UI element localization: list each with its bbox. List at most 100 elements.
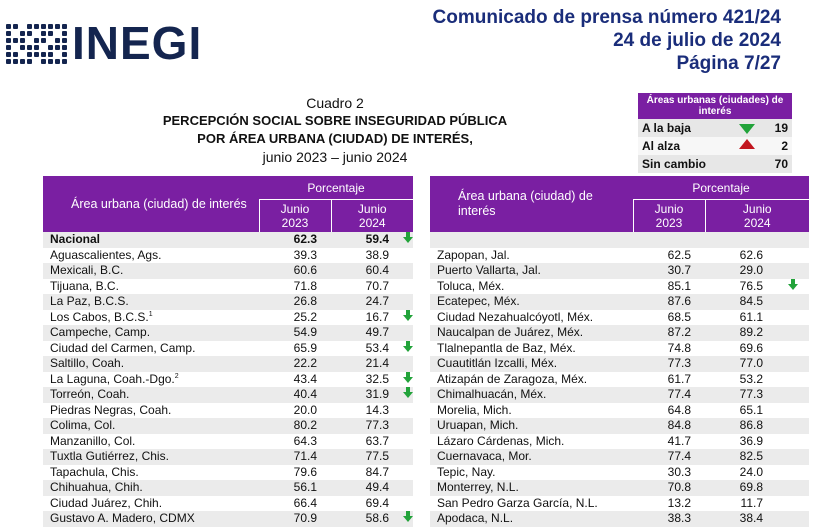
value-june-2024: 77.0	[705, 356, 777, 372]
header-area: Área urbana (ciudad) de interés	[43, 176, 259, 232]
arrow-down-icon	[403, 387, 413, 403]
page-number: Página 7/27	[676, 53, 781, 74]
value-june-2024: 58.6	[331, 511, 403, 527]
caption-period: junio 2023 – junio 2024	[262, 149, 408, 165]
trend-cell	[777, 247, 809, 263]
trend-cell	[777, 263, 809, 279]
trend-cell	[403, 247, 413, 263]
summary-icon-empty	[732, 155, 763, 173]
table-row: Gustavo A. Madero, CDMX 70.9 58.6	[43, 511, 413, 527]
trend-cell	[777, 511, 809, 527]
footnote-marker: 1	[148, 310, 153, 318]
area-name: Tepic, Nay.	[430, 464, 633, 480]
table-row: San Pedro Garza García, N.L. 13.2 11.7	[430, 495, 809, 511]
summary-label: Sin cambio	[638, 155, 733, 173]
table-row: Colima, Col. 80.2 77.3	[43, 418, 413, 434]
value-june-2024: 70.7	[331, 278, 403, 294]
table-caption: Cuadro 2 PERCEPCIÓN SOCIAL SOBRE INSEGUR…	[140, 94, 530, 166]
table-row: Monterrey, N.L. 70.8 69.8	[430, 480, 809, 496]
trend-cell	[777, 325, 809, 341]
value-june-2024: 65.1	[705, 402, 777, 418]
table-row: Ciudad Juárez, Chih. 66.4 69.4	[43, 495, 413, 511]
value-june-2023: 62.5	[633, 247, 705, 263]
area-name: Gustavo A. Madero, CDMX	[43, 511, 259, 527]
value-june-2023	[633, 232, 705, 248]
trend-cell	[777, 495, 809, 511]
summary-row-nochange: Sin cambio 70	[638, 155, 792, 173]
table-row: Tuxtla Gutiérrez, Chis. 71.4 77.5	[43, 449, 413, 465]
logo-dots-icon	[6, 24, 70, 64]
value-june-2024: 32.5	[331, 371, 403, 387]
table-row: Campeche, Camp. 54.9 49.7	[43, 325, 413, 341]
arrow-down-icon	[403, 232, 413, 248]
area-name: Torreón, Coah.	[43, 387, 259, 403]
value-june-2024: 63.7	[331, 433, 403, 449]
arrow-down-icon	[777, 278, 809, 294]
value-june-2023: 87.6	[633, 294, 705, 310]
caption-title-line2: POR ÁREA URBANA (CIUDAD) DE INTERÉS,	[197, 131, 473, 146]
value-june-2024: 24.0	[705, 464, 777, 480]
table-row: Apodaca, N.L. 38.3 38.4	[430, 511, 809, 527]
value-june-2024: 86.8	[705, 418, 777, 434]
table-row: Aguascalientes, Ags. 39.3 38.9	[43, 247, 413, 263]
trend-cell	[403, 402, 413, 418]
press-release-header: Comunicado de prensa número 421/24 24 de…	[433, 6, 781, 75]
trend-cell	[777, 433, 809, 449]
trend-cell	[403, 495, 413, 511]
header-june-2023: Junio 2023	[258, 199, 331, 232]
area-name: Manzanillo, Col.	[43, 433, 259, 449]
area-name: Tapachula, Chis.	[43, 464, 259, 480]
value-june-2023: 60.6	[259, 263, 331, 279]
value-june-2024: 38.4	[705, 511, 777, 527]
value-june-2023: 77.4	[633, 387, 705, 403]
value-june-2023: 25.2	[259, 309, 331, 325]
table-row: Toluca, Méx. 85.1 76.5	[430, 278, 809, 294]
area-name: Puerto Vallarta, Jal.	[430, 263, 633, 279]
value-june-2023: 62.3	[259, 232, 331, 248]
trend-cell	[777, 480, 809, 496]
trend-cell	[403, 356, 413, 372]
summary-value: 70	[762, 155, 792, 173]
table-row: La Laguna, Coah.-Dgo.2 43.4 32.5	[43, 371, 413, 387]
table-row: Ecatepec, Méx. 87.6 84.5	[430, 294, 809, 310]
table-row: Lázaro Cárdenas, Mich. 41.7 36.9	[430, 433, 809, 449]
table-row: Naucalpan de Juárez, Méx. 87.2 89.2	[430, 325, 809, 341]
area-name: Toluca, Méx.	[430, 278, 633, 294]
area-name: Ecatepec, Méx.	[430, 294, 633, 310]
area-name: Aguascalientes, Ags.	[43, 247, 259, 263]
value-june-2023: 30.3	[633, 464, 705, 480]
table-row: Mexicali, B.C. 60.6 60.4	[43, 263, 413, 279]
area-name: Los Cabos, B.C.S.1	[43, 309, 259, 325]
area-name: Ciudad Nezahualcóyotl, Méx.	[430, 309, 633, 325]
trend-cell	[777, 356, 809, 372]
value-june-2024: 84.7	[331, 464, 403, 480]
logo-wordmark: INEGI	[72, 17, 203, 69]
value-june-2024: 21.4	[331, 356, 403, 372]
trend-cell	[403, 464, 413, 480]
table-row: Tapachula, Chis. 79.6 84.7	[43, 464, 413, 480]
value-june-2024: 49.7	[331, 325, 403, 341]
trend-cell	[403, 263, 413, 279]
table-row: Chimalhuacán, Méx. 77.4 77.3	[430, 387, 809, 403]
table-row: Ciudad Nezahualcóyotl, Méx. 68.5 61.1	[430, 309, 809, 325]
value-june-2023: 85.1	[633, 278, 705, 294]
header-june-2023: Junio 2023	[632, 199, 705, 232]
table-row: Zapopan, Jal. 62.5 62.6	[430, 247, 809, 263]
value-june-2024: 14.3	[331, 402, 403, 418]
right-data-table: Área urbana (ciudad) de interés Porcenta…	[430, 176, 809, 527]
arrow-down-icon	[403, 511, 413, 527]
table-row: Atizapán de Zaragoza, Méx. 61.7 53.2	[430, 371, 809, 387]
value-june-2024: 38.9	[331, 247, 403, 263]
area-name: Ciudad Juárez, Chih.	[43, 495, 259, 511]
header-area: Área urbana (ciudad) de interés	[430, 176, 633, 232]
trend-cell	[403, 480, 413, 496]
value-june-2023: 43.4	[259, 371, 331, 387]
value-june-2024: 59.4	[331, 232, 403, 248]
value-june-2023: 77.3	[633, 356, 705, 372]
value-june-2023: 80.2	[259, 418, 331, 434]
table-row: Piedras Negras, Coah. 20.0 14.3	[43, 402, 413, 418]
trend-cell	[403, 418, 413, 434]
trend-cell	[777, 294, 809, 310]
summary-box: Áreas urbanas (ciudades) de interés A la…	[638, 93, 792, 173]
summary-label: Al alza	[638, 137, 733, 155]
